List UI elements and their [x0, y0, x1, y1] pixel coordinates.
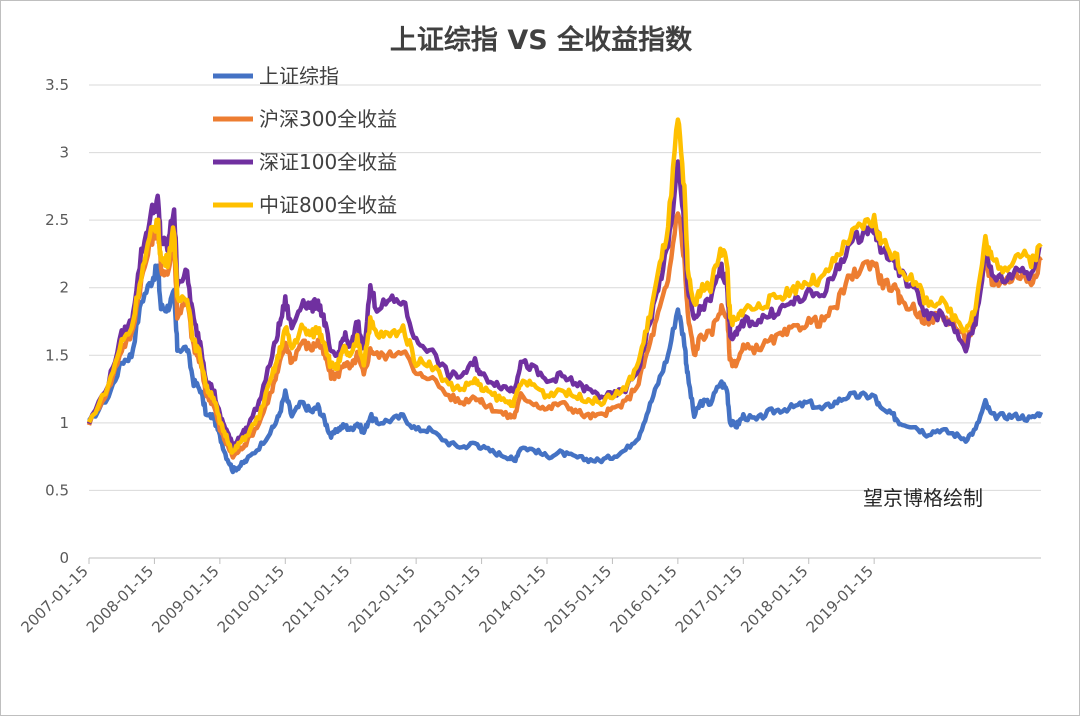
x-tick-label: 2010-01-15 — [214, 562, 288, 636]
y-tick-label: 1 — [59, 414, 69, 432]
legend-label: 上证综指 — [259, 64, 339, 88]
legend-label: 中证800全收益 — [259, 193, 397, 217]
y-tick-label: 0 — [59, 549, 69, 567]
x-tick-label: 2012-01-15 — [345, 562, 419, 636]
x-tick-label: 2009-01-15 — [148, 562, 222, 636]
x-tick-label: 2019-01-15 — [803, 562, 877, 636]
y-axis: 0 0.5 1 1.5 2 2.5 3 3.5 — [45, 76, 69, 567]
chart-title: 上证综指 VS 全收益指数 — [390, 24, 693, 56]
x-tick-label: 2015-01-15 — [541, 562, 615, 636]
x-tick-label: 2014-01-15 — [475, 562, 549, 636]
x-tick-label: 2018-01-15 — [737, 562, 811, 636]
x-tick-label: 2007-01-15 — [17, 562, 91, 636]
x-tick-label: 2016-01-15 — [606, 562, 680, 636]
y-tick-label: 1.5 — [45, 346, 69, 364]
x-tick-label: 2017-01-15 — [672, 562, 746, 636]
x-tick-label: 2013-01-15 — [410, 562, 484, 636]
x-tick-label: 2011-01-15 — [279, 562, 353, 636]
chart-annotation: 望京博格绘制 — [863, 486, 983, 510]
legend-label: 深证100全收益 — [259, 150, 397, 174]
y-tick-label: 2.5 — [45, 211, 69, 229]
series-lines — [86, 117, 1044, 475]
x-axis: 2007-01-152008-01-152009-01-152010-01-15… — [17, 558, 877, 636]
series-line-0 — [87, 263, 1044, 475]
y-tick-label: 3.5 — [45, 76, 69, 94]
series-line-3 — [86, 117, 1043, 455]
legend-label: 沪深300全收益 — [259, 107, 397, 131]
y-tick-label: 2 — [59, 279, 69, 297]
y-tick-label: 0.5 — [45, 481, 69, 499]
x-tick-label: 2008-01-15 — [83, 562, 157, 636]
y-tick-label: 3 — [59, 144, 69, 162]
